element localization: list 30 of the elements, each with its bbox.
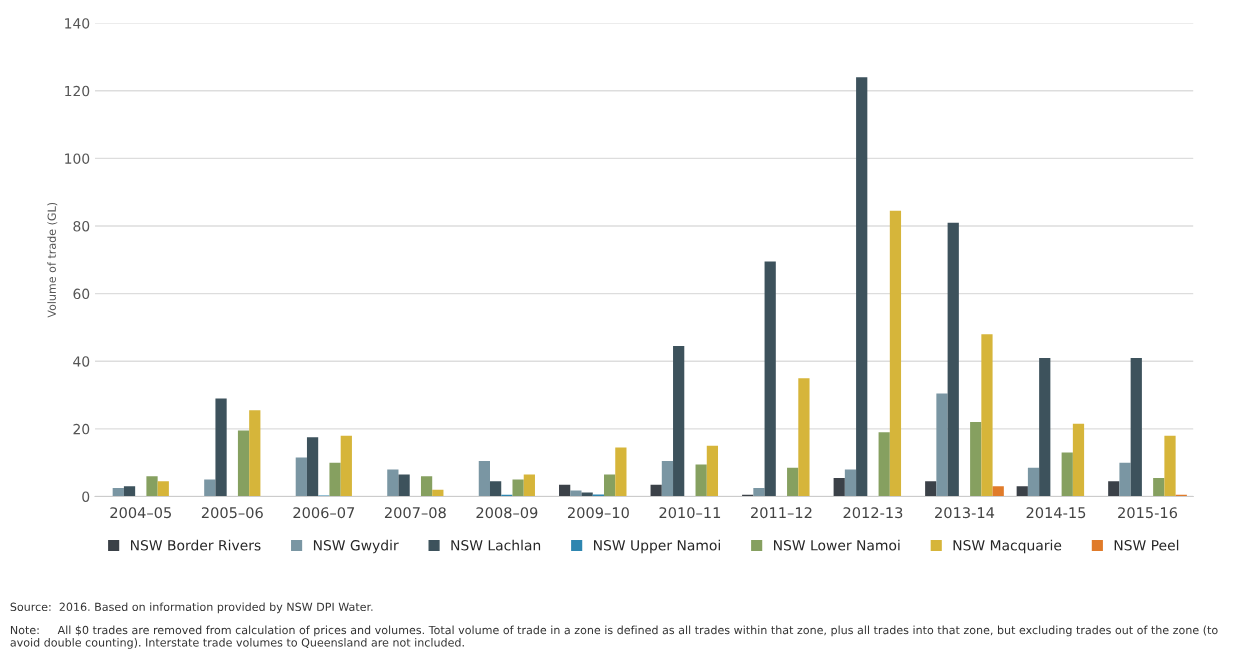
x-tick-label: 2007–08 [384,507,446,519]
source-note: Source: 2016. Based on information provided by NSW DPI Water. [10,602,373,614]
legend-label: NSW Lachlan [451,539,541,551]
x-tick-label: 2011–12 [751,507,812,519]
text: Note: All $0 trades are removed from calculation of prices and volumes. Total volume of trade in a zone is defined as all trades within that zone, plus all trades into that zone, but excluding trades out of the zone (to avoid double counting). Interstate trade volumes to Queensland are not included. [10,625,1218,649]
y-tick-label: 40 [73,356,90,367]
x-tick-label: 2006–07 [293,507,355,519]
x-tick-label: 2005–06 [201,507,263,519]
x-tick-label: 2015-16 [1118,507,1178,519]
x-tick-label: 2012-13 [843,507,903,519]
legend-label: NSW Peel [1114,539,1179,551]
x-tick-label: 2009–10 [567,507,629,519]
legend-label: NSW Border Rivers [130,539,261,551]
x-tick-label: 2014-15 [1026,507,1086,519]
x-tick-label: 2004–05 [110,507,171,519]
y-tick-label: 0 [82,491,90,502]
x-tick-label: 2013-14 [935,507,995,519]
y-tick-label: 140 [65,18,90,29]
y-tick-label: 80 [73,220,90,232]
x-tick-label: 2008–09 [476,507,538,519]
y-tick-label: 20 [73,423,90,435]
y-tick-label: 120 [65,85,90,97]
y-tick-label: 100 [65,153,90,164]
y-axis-title: Volume of trade (GL) [47,202,58,318]
legend-label: NSW Gwydir [313,539,399,554]
legend-label: NSW Macquarie [953,539,1062,554]
y-tick-label: 60 [73,288,90,300]
x-tick-label: 2010–11 [659,507,721,519]
legend-label: NSW Lower Namoi [774,539,900,551]
legend-label: NSW Upper Namoi [594,539,720,554]
